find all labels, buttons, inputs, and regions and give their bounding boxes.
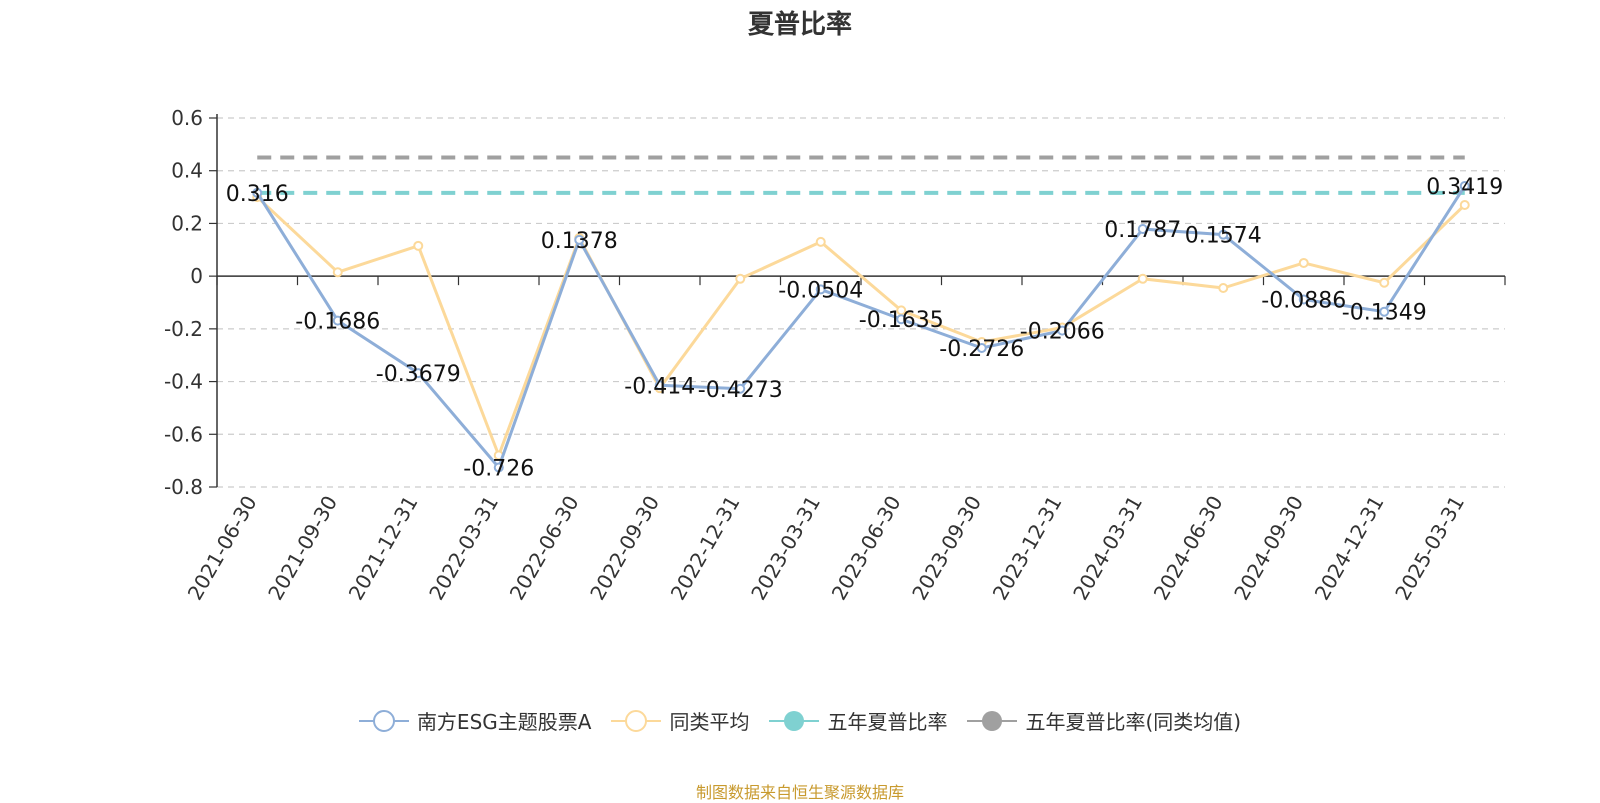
data-point — [332, 267, 343, 278]
data-label: -0.2726 — [939, 337, 1024, 362]
data-point — [735, 273, 746, 284]
data-label: -0.4273 — [698, 378, 783, 403]
data-label: 0.316 — [226, 182, 289, 207]
data-point — [1298, 257, 1309, 268]
y-tick-label: 0 — [190, 264, 203, 288]
x-tick-label: 2021-06-30 — [183, 492, 262, 605]
x-tick-label: 2022-06-30 — [505, 492, 584, 605]
x-tick-label: 2024-09-30 — [1229, 492, 1308, 605]
x-tick-label: 2024-12-31 — [1310, 492, 1389, 605]
data-point — [1459, 199, 1470, 210]
data-point — [1298, 294, 1309, 305]
x-tick-label: 2023-03-31 — [746, 492, 825, 605]
data-point — [413, 240, 424, 251]
data-label: -0.414 — [624, 374, 695, 399]
legend: 南方ESG主题股票A 同类平均 五年夏普比率 五年夏普比率(同类均值) — [0, 706, 1600, 735]
x-tick-label: 2022-03-31 — [424, 492, 503, 605]
y-tick-label: -0.8 — [164, 475, 203, 499]
y-tick-label: 0.6 — [171, 106, 203, 130]
data-label: -0.3679 — [376, 362, 461, 387]
data-label: -0.1349 — [1342, 301, 1427, 326]
data-point — [1218, 283, 1229, 294]
data-point — [815, 236, 826, 247]
legend-item-fund[interactable]: 南方ESG主题股票A — [358, 706, 592, 735]
x-tick-label: 2024-03-31 — [1068, 492, 1147, 605]
legend-item-avg[interactable]: 同类平均 — [611, 706, 749, 735]
series-line — [255, 185, 1467, 469]
y-tick-label: -0.2 — [164, 317, 203, 341]
data-label: 0.1787 — [1104, 218, 1181, 243]
y-tick-label: 0.4 — [171, 159, 203, 183]
series-line — [256, 195, 1466, 457]
data-point — [413, 368, 424, 379]
data-point — [654, 380, 665, 391]
data-point — [332, 315, 343, 326]
legend-avg-label: 同类平均 — [669, 710, 750, 734]
data-label: -0.0886 — [1261, 288, 1346, 313]
data-point — [1379, 277, 1390, 288]
x-tick-label: 2025-03-31 — [1390, 492, 1469, 605]
data-label: 0.3419 — [1426, 175, 1503, 200]
legend-fund-label: 南方ESG主题股票A — [416, 710, 592, 734]
legend-five-year-marker — [769, 710, 820, 731]
legend-five-year-avg-label: 五年夏普比率(同类均值) — [1025, 710, 1242, 734]
data-point — [1137, 273, 1148, 284]
y-tick-label: -0.6 — [164, 422, 203, 446]
legend-item-five-year-avg[interactable]: 五年夏普比率(同类均值) — [967, 706, 1241, 735]
data-point — [574, 234, 585, 245]
x-tick-label: 2022-12-31 — [666, 492, 745, 605]
y-tick-label: -0.4 — [164, 370, 203, 394]
x-tick-label: 2023-06-30 — [827, 492, 906, 605]
x-tick-label: 2021-12-31 — [344, 492, 423, 605]
data-label: -0.0504 — [778, 278, 863, 303]
data-point — [1218, 229, 1229, 240]
legend-fund-marker — [358, 709, 409, 732]
data-point — [1379, 306, 1390, 317]
data-label: 0.1574 — [1185, 224, 1262, 249]
x-tick-label: 2021-09-30 — [263, 492, 342, 605]
source-note: 制图数据来自恒生聚源数据库 — [695, 783, 904, 802]
data-label: -0.726 — [463, 456, 534, 481]
data-point — [976, 342, 987, 353]
legend-item-five-year[interactable]: 五年夏普比率 — [769, 706, 947, 735]
data-point — [1459, 181, 1470, 192]
chart-title: 夏普比率 — [747, 10, 852, 40]
data-point — [735, 383, 746, 394]
x-tick-label: 2023-12-31 — [988, 492, 1067, 605]
data-point — [1137, 224, 1148, 235]
data-point — [815, 284, 826, 295]
data-label: -0.2066 — [1020, 320, 1105, 345]
x-tick-label: 2024-06-30 — [1149, 492, 1228, 605]
data-point — [252, 187, 263, 198]
x-tick-label: 2023-09-30 — [907, 492, 986, 605]
data-label: 0.1378 — [541, 229, 618, 254]
x-tick-label: 2022-09-30 — [585, 492, 664, 605]
data-label: -0.1686 — [295, 310, 380, 335]
data-label: -0.1635 — [859, 308, 944, 333]
legend-five-year-label: 五年夏普比率 — [827, 710, 948, 734]
data-point — [896, 314, 907, 325]
data-point — [1057, 325, 1068, 336]
legend-five-year-avg-marker — [967, 710, 1018, 731]
y-tick-label: 0.2 — [171, 211, 203, 235]
legend-avg-marker — [611, 709, 662, 732]
data-point — [493, 462, 504, 473]
